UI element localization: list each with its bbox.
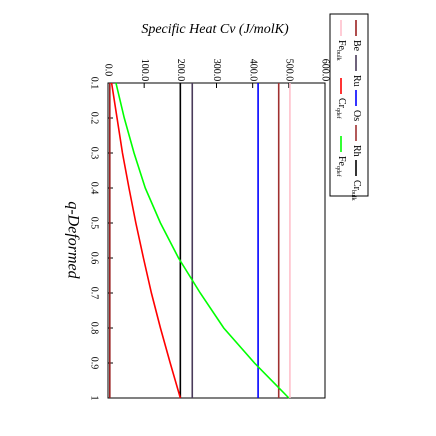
legend-sub: qdef [335,108,342,119]
legend-name: Fe [336,156,347,167]
legend-name: Rh [351,145,362,157]
legend-box [329,13,369,197]
y-tick-label: 300.0 [211,59,222,82]
x-tick-label: 0.6 [89,252,100,265]
x-tick-label: 0.2 [89,112,100,125]
x-tick-label: 1 [89,396,100,401]
legend-label: Feqdef [335,156,347,177]
legend-label: Rh [351,145,362,157]
legend-name: Cr [336,98,347,109]
y-tick-label: 400.0 [247,59,258,82]
legend-name: Cr [351,180,362,191]
x-tick-label: 0.8 [89,322,100,335]
legend-name: Fe [336,40,347,51]
legend-name: Be [351,40,362,52]
legend-sub: qdef [335,166,342,177]
y-tick-label: 500.0 [284,59,295,82]
legend-name: Os [351,110,362,121]
legend-label: Crbulk [350,180,362,201]
y-tick-label: 0.0 [103,64,114,77]
x-tick-label: 0.4 [89,182,100,195]
y-tick-label: 600.0 [320,59,331,82]
series-line [115,82,290,399]
x-axis-title: q-Deformed [64,201,81,279]
legend-label: Be [351,40,362,52]
legend-label: Febulk [335,40,347,61]
legend-label: Crqdef [335,98,347,119]
x-tick-label: 0.9 [89,357,100,370]
plot-frame [107,82,326,399]
x-tick-label: 0.1 [89,77,100,90]
legend-name: Ru [351,75,362,87]
legend-label: Ru [351,75,362,87]
legend-label: Os [351,110,362,121]
y-tick-label: 200.0 [175,59,186,82]
legend-sub: bulk [350,190,356,201]
x-tick-label: 0.5 [89,217,100,230]
x-tick-label: 0.7 [89,287,100,300]
y-axis-title: Specific Heat Cv (J/molK) [141,22,289,37]
series-line [110,82,182,399]
legend-sub: bulk [335,50,341,61]
x-tick-label: 0.3 [89,147,100,160]
y-tick-label: 100.0 [139,59,150,82]
